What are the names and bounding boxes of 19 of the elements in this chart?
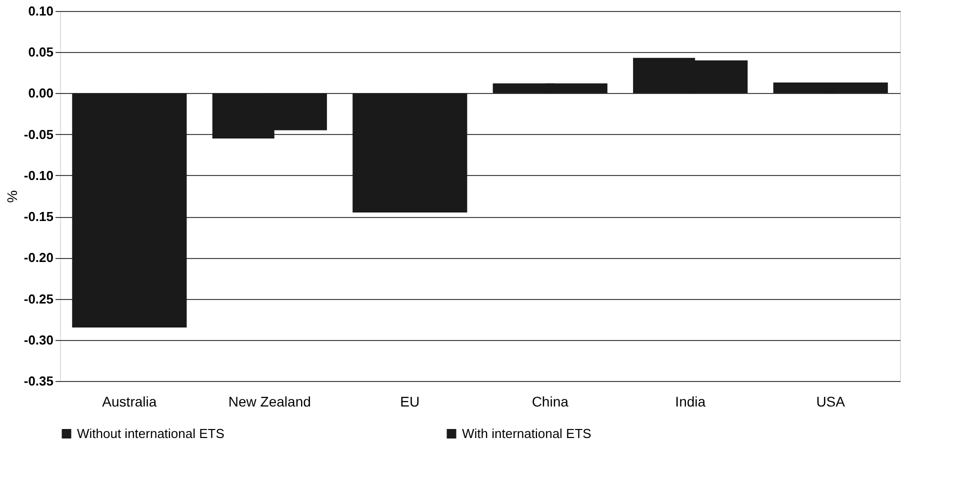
y-tick-label: 0.00 bbox=[28, 86, 54, 101]
legend-label: Without international ETS bbox=[77, 426, 225, 441]
x-tick-label: New Zealand bbox=[228, 394, 311, 410]
x-tick-label: China bbox=[532, 394, 569, 410]
y-tick-label: 0.05 bbox=[28, 44, 54, 60]
y-axis-title: % bbox=[4, 190, 20, 203]
y-tick-label: -0.10 bbox=[24, 168, 54, 183]
legend-label: With international ETS bbox=[462, 426, 592, 441]
y-tick-label: -0.35 bbox=[24, 374, 54, 388]
y-tick-label: -0.30 bbox=[24, 332, 54, 348]
x-tick-label: USA bbox=[816, 394, 846, 410]
y-tick-label: -0.20 bbox=[24, 250, 54, 266]
x-tick-label: EU bbox=[400, 394, 420, 410]
y-tick-label: -0.15 bbox=[24, 209, 54, 224]
y-tick-label: -0.25 bbox=[24, 291, 54, 306]
x-tick-label: Australia bbox=[102, 394, 157, 410]
y-tick-label: 0.10 bbox=[28, 4, 54, 18]
y-tick-label: -0.05 bbox=[24, 126, 54, 142]
x-tick-label: India bbox=[675, 394, 706, 410]
